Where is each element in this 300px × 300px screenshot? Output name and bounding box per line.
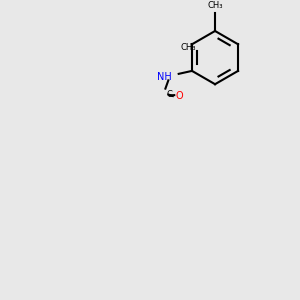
Text: NH: NH xyxy=(157,72,171,82)
Text: C: C xyxy=(167,90,173,99)
Text: O: O xyxy=(176,91,183,101)
Text: CH₃: CH₃ xyxy=(181,43,196,52)
Text: CH₃: CH₃ xyxy=(207,1,223,10)
